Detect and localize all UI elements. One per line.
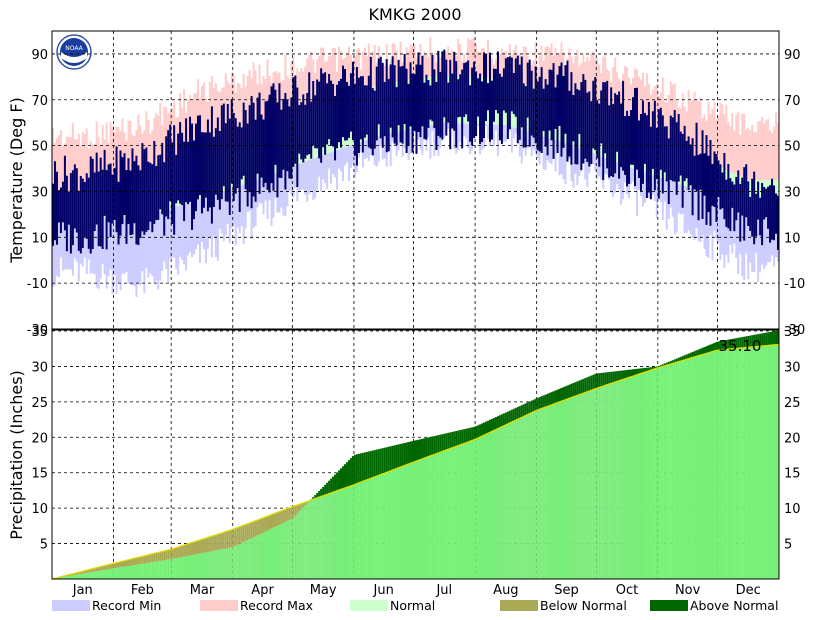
temp-tick-left: 50 (31, 140, 48, 155)
precip-tick-right: 5 (784, 538, 792, 553)
precip-tick-right: 20 (784, 431, 801, 446)
temperature-panel: -30 -30 -10 -10 10 10 30 30 50 50 70 70 90 90 (27, 30, 805, 579)
precip-tick-right: 15 (784, 467, 801, 482)
month-tick-label: Jan (72, 583, 93, 598)
month-tick-label: Jul (435, 583, 452, 598)
temp-tick-left: -10 (27, 277, 48, 292)
precip-tick-right: 25 (784, 396, 801, 411)
temp-tick-right: 90 (784, 48, 801, 63)
precip-tick-left: 25 (31, 396, 48, 411)
temp-frame (51, 30, 780, 330)
legend-swatch (200, 600, 238, 611)
temp-tick-right: -30 (784, 323, 805, 338)
noaa-logo: NOAA (56, 34, 92, 70)
temp-tick-left: -30 (27, 323, 48, 338)
legend-label: Below Normal (540, 598, 627, 613)
legend-swatch (500, 600, 538, 611)
month-tick-label: Mar (190, 583, 215, 598)
observed-series (51, 49, 780, 254)
precip-tick-left: 35 (31, 325, 48, 340)
legend-swatch (650, 600, 688, 611)
precip-tick-right: 30 (784, 360, 801, 375)
precip-tick-left: 30 (31, 360, 48, 375)
temp-tick-left: 90 (31, 48, 48, 63)
month-tick-label: Dec (736, 583, 761, 598)
legend-label: Above Normal (690, 598, 778, 613)
legend-label: Record Min (92, 598, 161, 613)
precip-departure-series (51, 330, 780, 579)
temperature-axis-label: Temperature (Deg F) (7, 97, 26, 264)
temp-tick-left: 30 (31, 185, 48, 200)
total-precip-label: 35.10 (719, 337, 762, 355)
temp-tick-right: 30 (784, 185, 801, 200)
month-tick-label: May (310, 583, 337, 598)
svg-text:NOAA: NOAA (65, 45, 83, 52)
precip-tick-right: 10 (784, 502, 801, 517)
normal-precip-series (51, 344, 780, 579)
normal-precip-line (51, 343, 780, 580)
temp-tick-right: 10 (784, 231, 801, 246)
temp-tick-right: 70 (784, 94, 801, 109)
temp-tick-left: 10 (31, 231, 48, 246)
month-tick-label: Nov (675, 583, 701, 598)
precip-tick-left: 15 (31, 467, 48, 482)
precip-frame (51, 329, 780, 580)
month-tick-label: Aug (493, 583, 518, 598)
temp-tick-right: -10 (784, 277, 805, 292)
temp-tick-left: 70 (31, 94, 48, 109)
month-tick-label: Apr (251, 583, 274, 598)
precipitation-panel: 5 5 10 10 15 15 20 20 25 25 30 30 35 35 Jan Feb Mar Apr Ma… (31, 325, 800, 598)
chart-title: KMKG 2000 (369, 5, 462, 24)
legend-swatch (350, 600, 388, 611)
precip-tick-right: 35 (784, 325, 801, 340)
precip-tick-left: 5 (40, 538, 48, 553)
month-tick-label: Oct (616, 583, 638, 598)
precip-tick-left: 10 (31, 502, 48, 517)
month-tick-label: Feb (131, 583, 154, 598)
temp-tick-right: 50 (784, 140, 801, 155)
legend-swatch (52, 600, 90, 611)
precipitation-axis-label: Precipitation (Inches) (7, 370, 26, 540)
legend-label: Record Max (240, 598, 313, 613)
legend-label: Normal (390, 598, 435, 613)
precip-tick-left: 20 (31, 431, 48, 446)
legend: Record Min Record Max Normal Below Normal Ab… (52, 598, 778, 613)
month-tick-label: Jun (373, 583, 394, 598)
month-tick-label: Sep (554, 583, 579, 598)
